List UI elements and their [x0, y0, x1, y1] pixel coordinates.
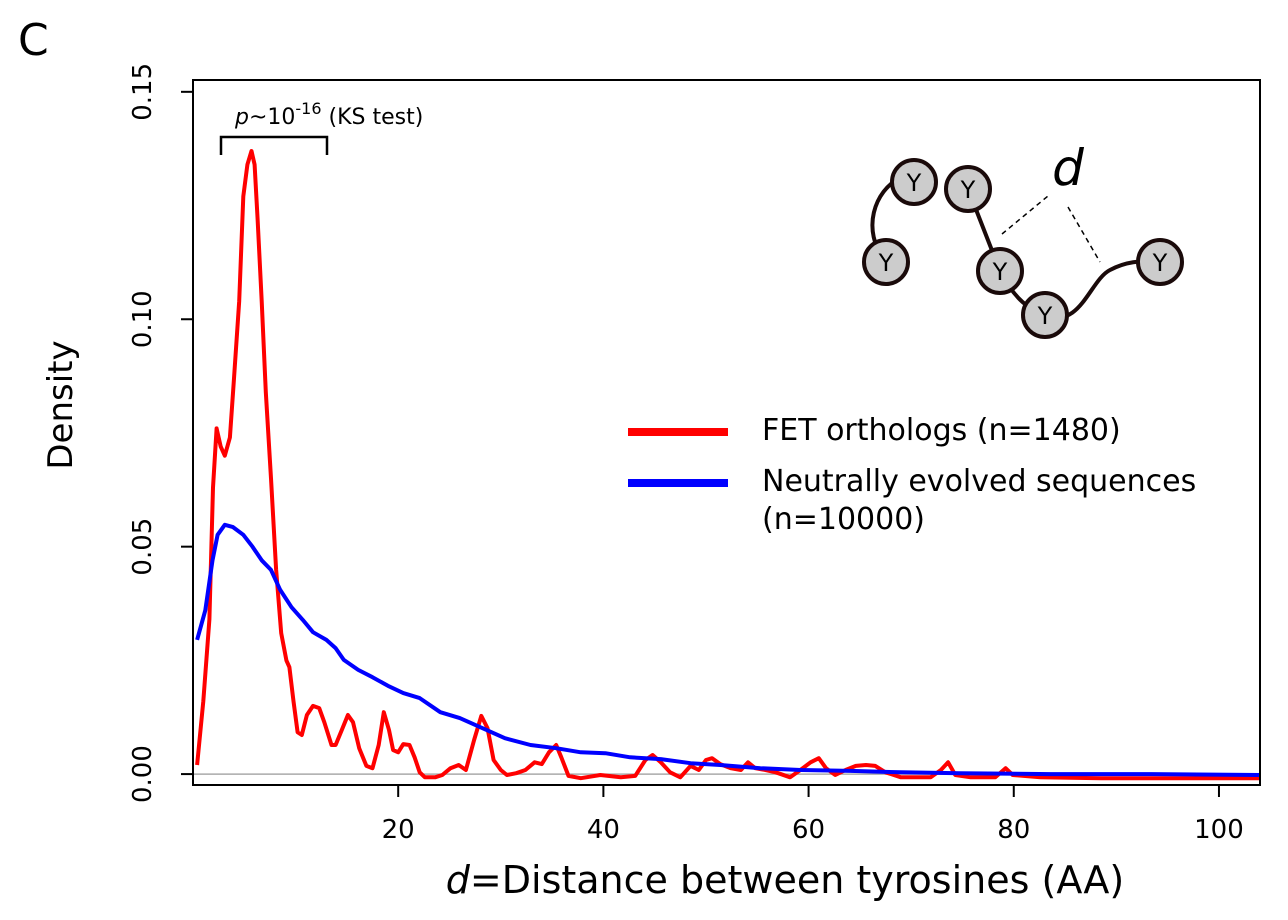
x-tick-label: 100: [1194, 815, 1244, 845]
annotation-text: ~10: [249, 105, 295, 130]
x-label-text: =Distance between tyrosines (AA): [470, 858, 1124, 902]
node-label: Y: [1037, 302, 1053, 330]
x-tick-label: 40: [587, 815, 620, 845]
data-line: [195, 522, 1260, 777]
node: [862, 238, 910, 286]
inset-diagram: Y Y Y Y Y Y: [862, 158, 1184, 339]
node: [976, 247, 1024, 295]
node: [1021, 291, 1069, 339]
x-tick-label: 60: [792, 815, 825, 845]
data-line: [195, 149, 1259, 781]
node-label: Y: [960, 176, 976, 204]
y-tick-label: 0.00: [128, 745, 158, 803]
x-label-italic: d: [446, 858, 471, 902]
node-label: Y: [1152, 249, 1168, 277]
x-axis-label: d=Distance between tyrosines (AA): [446, 858, 1124, 902]
panel-label: C: [18, 15, 49, 66]
node: [1136, 238, 1184, 286]
plot-frame: [192, 79, 1261, 786]
y-tick-label: 0.10: [128, 290, 158, 348]
annotation: p~10-16 (KS test): [234, 99, 423, 130]
distance-dash: [1001, 195, 1101, 263]
legend-label: FET orthologs (n=1480): [762, 413, 1121, 448]
annotation-italic: p: [234, 105, 249, 130]
node-label: Y: [992, 258, 1008, 286]
annotation-suffix: (KS test): [322, 105, 424, 130]
annotation-sup: -16: [295, 99, 321, 118]
bracket: [219, 135, 329, 155]
node-label: Y: [878, 249, 894, 277]
y-tick-label: 0.15: [128, 63, 158, 121]
x-tick-label: 20: [382, 815, 415, 845]
y-tick-label: 0.05: [128, 518, 158, 576]
legend-label: Neutrally evolved sequences (n=10000): [762, 464, 1197, 537]
distance-label: d: [1052, 139, 1084, 197]
y-axis-label: Density: [41, 340, 81, 469]
node: [890, 158, 938, 206]
node-label: Y: [906, 169, 922, 197]
node: [944, 165, 992, 213]
x-tick-label: 80: [997, 815, 1030, 845]
